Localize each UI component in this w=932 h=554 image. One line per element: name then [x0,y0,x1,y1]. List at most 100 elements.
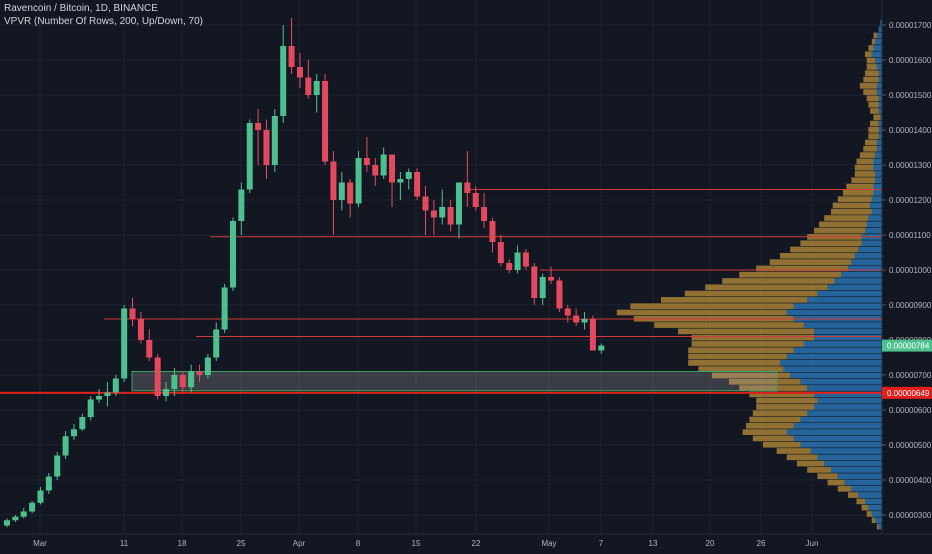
volume-profile-bar-up [875,177,882,184]
candle-body-down[interactable] [422,196,429,211]
candle-body-up[interactable] [397,179,404,183]
candle-body-down[interactable] [414,172,421,197]
candle-body-down[interactable] [347,182,354,204]
candle-body-down[interactable] [447,207,454,225]
candle-body-up[interactable] [54,455,61,477]
candle-body-up[interactable] [87,399,94,418]
candle-body-up[interactable] [79,417,86,430]
candle-body-up[interactable] [204,357,211,376]
candle-body-up[interactable] [581,319,588,323]
candle-body-up[interactable] [213,329,220,358]
candle-body-down[interactable] [481,207,488,221]
volume-profile-bar-up [786,429,882,435]
candle-body-up[interactable] [20,511,27,517]
candle-body-down[interactable] [137,319,144,340]
candle-body-down[interactable] [472,193,479,207]
candle-body-up[interactable] [188,371,195,388]
candle-body-down[interactable] [179,375,186,388]
candle-body-up[interactable] [246,123,253,190]
volume-profile-bar-up [871,51,882,58]
candle-body-up[interactable] [163,389,170,396]
candle-body-up[interactable] [238,189,245,222]
candle-body-up[interactable] [271,116,278,165]
candle-body-down[interactable] [531,266,538,299]
candle-body-up[interactable] [514,252,521,271]
candle-body-up[interactable] [62,436,69,456]
chart-legend: Ravencoin / Bitcoin, 1D, BINANCE VPVR (N… [4,2,203,28]
candle-body-down[interactable] [296,67,303,78]
symbol-title[interactable]: Ravencoin / Bitcoin, 1D, BINANCE [4,3,158,14]
candle-body-down[interactable] [430,210,437,218]
candle-body-up[interactable] [70,429,77,437]
volume-profile-bar-up [873,158,882,165]
volume-profile-bar-down [837,485,852,492]
candle-body-up[interactable] [171,375,178,389]
candle-body-down[interactable] [556,280,563,309]
candle-body-down[interactable] [497,242,504,263]
volume-profile-bar-up [834,278,882,284]
candle-body-up[interactable] [355,158,362,204]
candle-body-up[interactable] [455,182,462,225]
candle-body-down[interactable] [589,319,596,351]
candle-body-down[interactable] [154,357,161,397]
time-tick-label: May [541,539,556,548]
candle-body-up[interactable] [29,502,36,512]
candle-body-down[interactable] [506,263,513,270]
time-tick-label: 8 [356,539,361,548]
candle-body-down[interactable] [129,308,136,320]
volume-profile-bar-up [880,20,882,26]
time-tick-label: 20 [706,539,715,548]
volume-profile-bar-down [868,127,879,133]
candle-body-down[interactable] [255,123,262,130]
candle-body-down[interactable] [522,252,529,267]
candle-body-up[interactable] [439,207,446,218]
candle-body-down[interactable] [288,46,295,67]
candle-body-up[interactable] [4,520,10,526]
volume-profile-bar-down [876,523,879,530]
candle-body-up[interactable] [45,476,52,491]
volume-profile-bar-down [866,57,876,64]
candle-body-up[interactable] [121,308,128,379]
volume-profile-bar-down [712,372,791,379]
candle-body-up[interactable] [598,345,605,351]
candle-body-up[interactable] [104,392,111,397]
candle-body-up[interactable] [221,287,228,330]
candle-body-up[interactable] [280,46,287,116]
volume-profile-bar-down [871,517,876,524]
candle-body-down[interactable] [573,315,580,323]
candle-body-down[interactable] [372,165,379,176]
candle-body-down[interactable] [464,182,471,194]
candle-body-down[interactable] [489,221,496,242]
candle-body-up[interactable] [12,516,19,521]
candle-body-up[interactable] [96,396,103,400]
candle-body-down[interactable] [196,371,203,376]
candle-body-down[interactable] [564,308,571,316]
candle-body-down[interactable] [263,130,270,165]
candle-body-up[interactable] [229,221,236,288]
candle-body-down[interactable] [363,158,370,165]
volume-profile-bar-up [786,309,882,316]
candle-body-up[interactable] [380,154,387,176]
volume-profile-bar-down [870,120,879,127]
indicator-title[interactable]: VPVR (Number Of Rows, 200, Up/Down, 70) [4,16,203,27]
candle-body-down[interactable] [548,277,555,281]
candle-body-down[interactable] [146,340,153,358]
candle-body-up[interactable] [313,81,320,95]
volume-profile-bar-up [814,334,882,341]
volume-profile-bar-up [786,353,882,360]
support-zone-box[interactable] [131,371,778,392]
candle-body-down[interactable] [389,154,396,183]
candle-body-down[interactable] [330,161,337,201]
candle-body-down[interactable] [305,77,312,96]
candle-body-down[interactable] [322,81,329,162]
candle-body-up[interactable] [539,277,546,298]
candle-body-up[interactable] [338,182,345,201]
time-tick-label: Mar [33,539,47,548]
candle-body-up[interactable] [405,172,412,179]
volume-profile-bar-down [846,183,874,190]
candle-body-up[interactable] [37,490,44,503]
candle-body-up[interactable] [112,378,119,393]
volume-profile-bar-down [742,429,787,435]
